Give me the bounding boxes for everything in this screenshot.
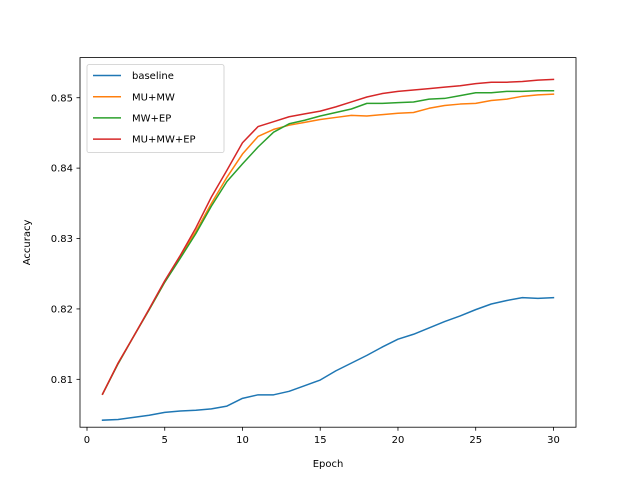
legend: baseline MU+MW MW+EP MU+MW+EP [86, 64, 225, 153]
x-axis-label: Epoch [313, 459, 344, 470]
legend-label: baseline [132, 71, 174, 82]
legend-label: MU+MW+EP [132, 135, 196, 146]
legend-box [86, 64, 225, 153]
y-axis-label: Accuracy [22, 219, 33, 265]
x-tick-label: 20 [392, 435, 405, 446]
legend-label: MU+MW [132, 92, 175, 103]
x-axis: 0 5 10 15 20 25 30 [84, 427, 560, 446]
series-line-mu-mw-ep [101, 78, 555, 396]
series-layer [101, 78, 555, 421]
series-line-mw-ep [101, 89, 555, 396]
series-line-baseline [101, 296, 555, 421]
y-tick-label: 0.85 [51, 93, 73, 104]
axes-frame [79, 57, 577, 428]
x-tick-label: 15 [314, 435, 327, 446]
x-tick-label: 10 [236, 435, 249, 446]
x-tick-label: 0 [84, 435, 90, 446]
y-tick-label: 0.83 [51, 234, 73, 245]
y-axis: 0.81 0.82 0.83 0.84 0.85 [51, 93, 80, 386]
x-tick-label: 5 [162, 435, 168, 446]
legend-label: MW+EP [132, 114, 171, 125]
x-tick-label: 30 [547, 435, 560, 446]
x-tick-label: 25 [469, 435, 482, 446]
y-tick-label: 0.82 [51, 305, 73, 316]
y-tick-label: 0.81 [51, 375, 73, 386]
y-tick-label: 0.84 [51, 164, 73, 175]
